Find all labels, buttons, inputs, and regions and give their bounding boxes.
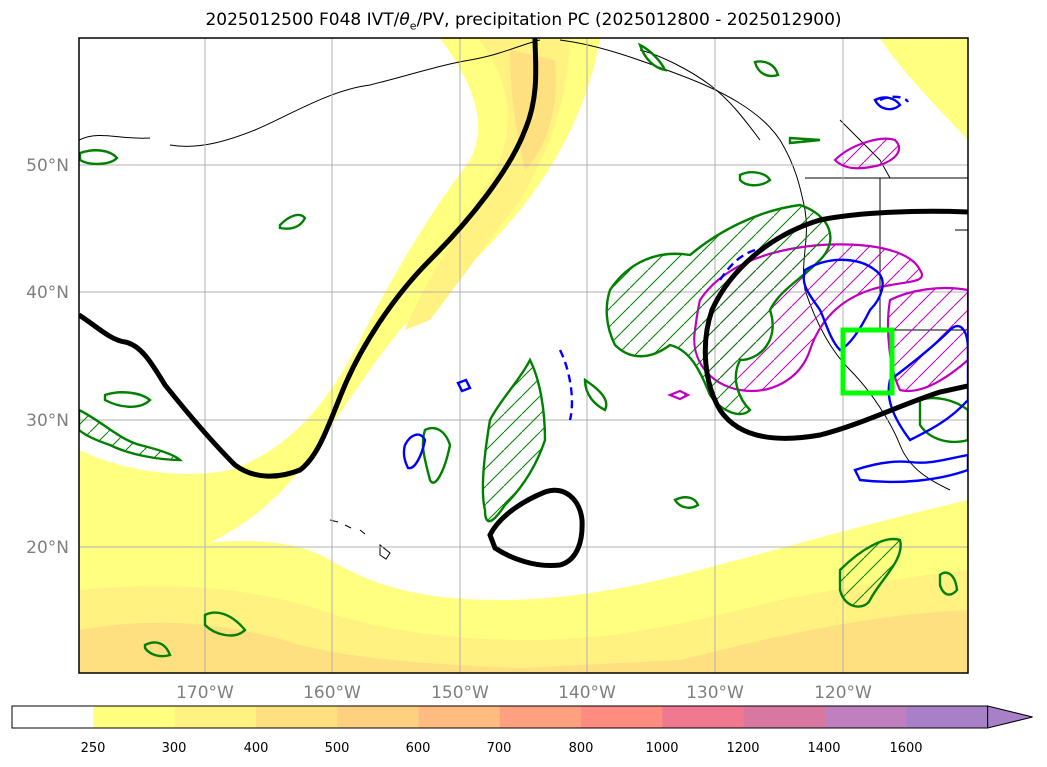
- colorbar-labels: 250 300 400 500 600 700 800 1000 1200 14…: [81, 741, 923, 756]
- map-title: 2025012500 F048 IVT/θe/PV, precipitation…: [205, 10, 842, 33]
- lon-label-170: 170°W: [176, 683, 234, 703]
- colorbar-swatch: [499, 706, 582, 728]
- pv-contour-east: [702, 208, 968, 441]
- ivt-anomaly-north: [833, 137, 901, 170]
- colorbar-segments: [11, 705, 1033, 729]
- colorbar-label: 300: [162, 741, 187, 756]
- colorbar-swatch: [825, 706, 907, 728]
- precip-region-b: [103, 391, 152, 408]
- colorbar-label: 250: [81, 741, 106, 756]
- precip-region-e: [421, 426, 452, 484]
- colorbar-swatch: [581, 706, 663, 728]
- map-frame: [78, 37, 969, 674]
- precip-region-nw: [79, 149, 119, 166]
- colorbar-label: 1000: [645, 741, 678, 756]
- theta-e-region-main: [802, 258, 884, 352]
- theta-e-region-spot: [456, 378, 472, 393]
- precip-region-g: [753, 60, 780, 78]
- precip-region-l: [788, 136, 821, 145]
- colorbar-label: 1200: [726, 741, 759, 756]
- colorbar-swatch: [255, 706, 338, 728]
- colorbar-swatch: [662, 706, 745, 728]
- precip-contours: [79, 42, 968, 658]
- lat-label-30: 30°N: [26, 411, 69, 431]
- colorbar-swatch: [418, 706, 501, 728]
- pv-contour-closed: [487, 487, 585, 569]
- lat-label-50: 50°N: [26, 156, 69, 176]
- colorbar-swatch: [337, 706, 419, 728]
- lat-label-20: 20°N: [26, 538, 69, 558]
- colorbar-swatch: [93, 706, 176, 728]
- ivt-anomaly-spot: [667, 389, 691, 401]
- precip-region-m: [637, 42, 668, 72]
- pv-contours: [79, 38, 968, 569]
- colorbar-swatch: [743, 706, 826, 728]
- colorbar-label: 1600: [889, 741, 922, 756]
- lon-label-160: 160°W: [303, 683, 361, 703]
- precip-region-central: [481, 357, 547, 523]
- colorbar-extend-arrow: [987, 705, 1033, 729]
- lon-label-120: 120°W: [814, 683, 872, 703]
- colorbar-swatch: [906, 706, 989, 728]
- ivt-band-ne-250: [880, 38, 968, 140]
- colorbar-label: 700: [487, 741, 512, 756]
- lon-labels: 170°W 160°W 150°W 140°W 130°W 120°W: [176, 683, 872, 703]
- target-box: [840, 327, 895, 396]
- precip-region-j: [918, 396, 968, 444]
- theta-e-negative-c: [879, 95, 910, 103]
- lat-labels: 50°N 40°N 30°N 20°N: [26, 156, 69, 558]
- ivt-shading: [79, 38, 968, 673]
- colorbar-label: 500: [325, 741, 350, 756]
- colorbar-outline: [11, 705, 989, 729]
- ivt-band-south-400: [79, 610, 968, 673]
- precip-region-d: [143, 641, 172, 658]
- precip-region-k: [738, 171, 772, 187]
- colorbar-swatch: [174, 706, 257, 728]
- precip-region-i: [938, 571, 959, 596]
- lon-label-150: 150°W: [431, 683, 489, 703]
- colorbar-swatch: [12, 706, 94, 728]
- colorbar-label: 800: [569, 741, 594, 756]
- ivt-band-250: [79, 38, 600, 580]
- theta-e-region-east: [887, 324, 968, 442]
- precip-region-f: [583, 377, 608, 412]
- precip-region-main: [605, 203, 832, 416]
- colorbar-label: 600: [406, 741, 431, 756]
- precip-region-a: [278, 213, 307, 230]
- precip-region-h: [673, 496, 700, 509]
- theta-e-region-central: [402, 433, 427, 470]
- theta-e-contours: [402, 95, 968, 484]
- colorbar-label: 400: [244, 741, 269, 756]
- map-contents: [79, 38, 968, 673]
- lon-label-130: 130°W: [686, 683, 744, 703]
- precip-region-south: [838, 537, 902, 608]
- precip-region-west: [79, 408, 183, 462]
- pv-contour-west: [79, 38, 539, 479]
- colorbar-label: 1400: [807, 741, 840, 756]
- colorbar: 250 300 400 500 600 700 800 1000 1200 14…: [11, 705, 1033, 756]
- theta-e-negative-b: [719, 248, 756, 281]
- theta-e-region-south: [853, 453, 968, 484]
- precip-region-c: [203, 611, 247, 637]
- lat-label-40: 40°N: [26, 283, 69, 303]
- lon-label-140: 140°W: [558, 683, 616, 703]
- theta-e-negative-a: [558, 349, 574, 421]
